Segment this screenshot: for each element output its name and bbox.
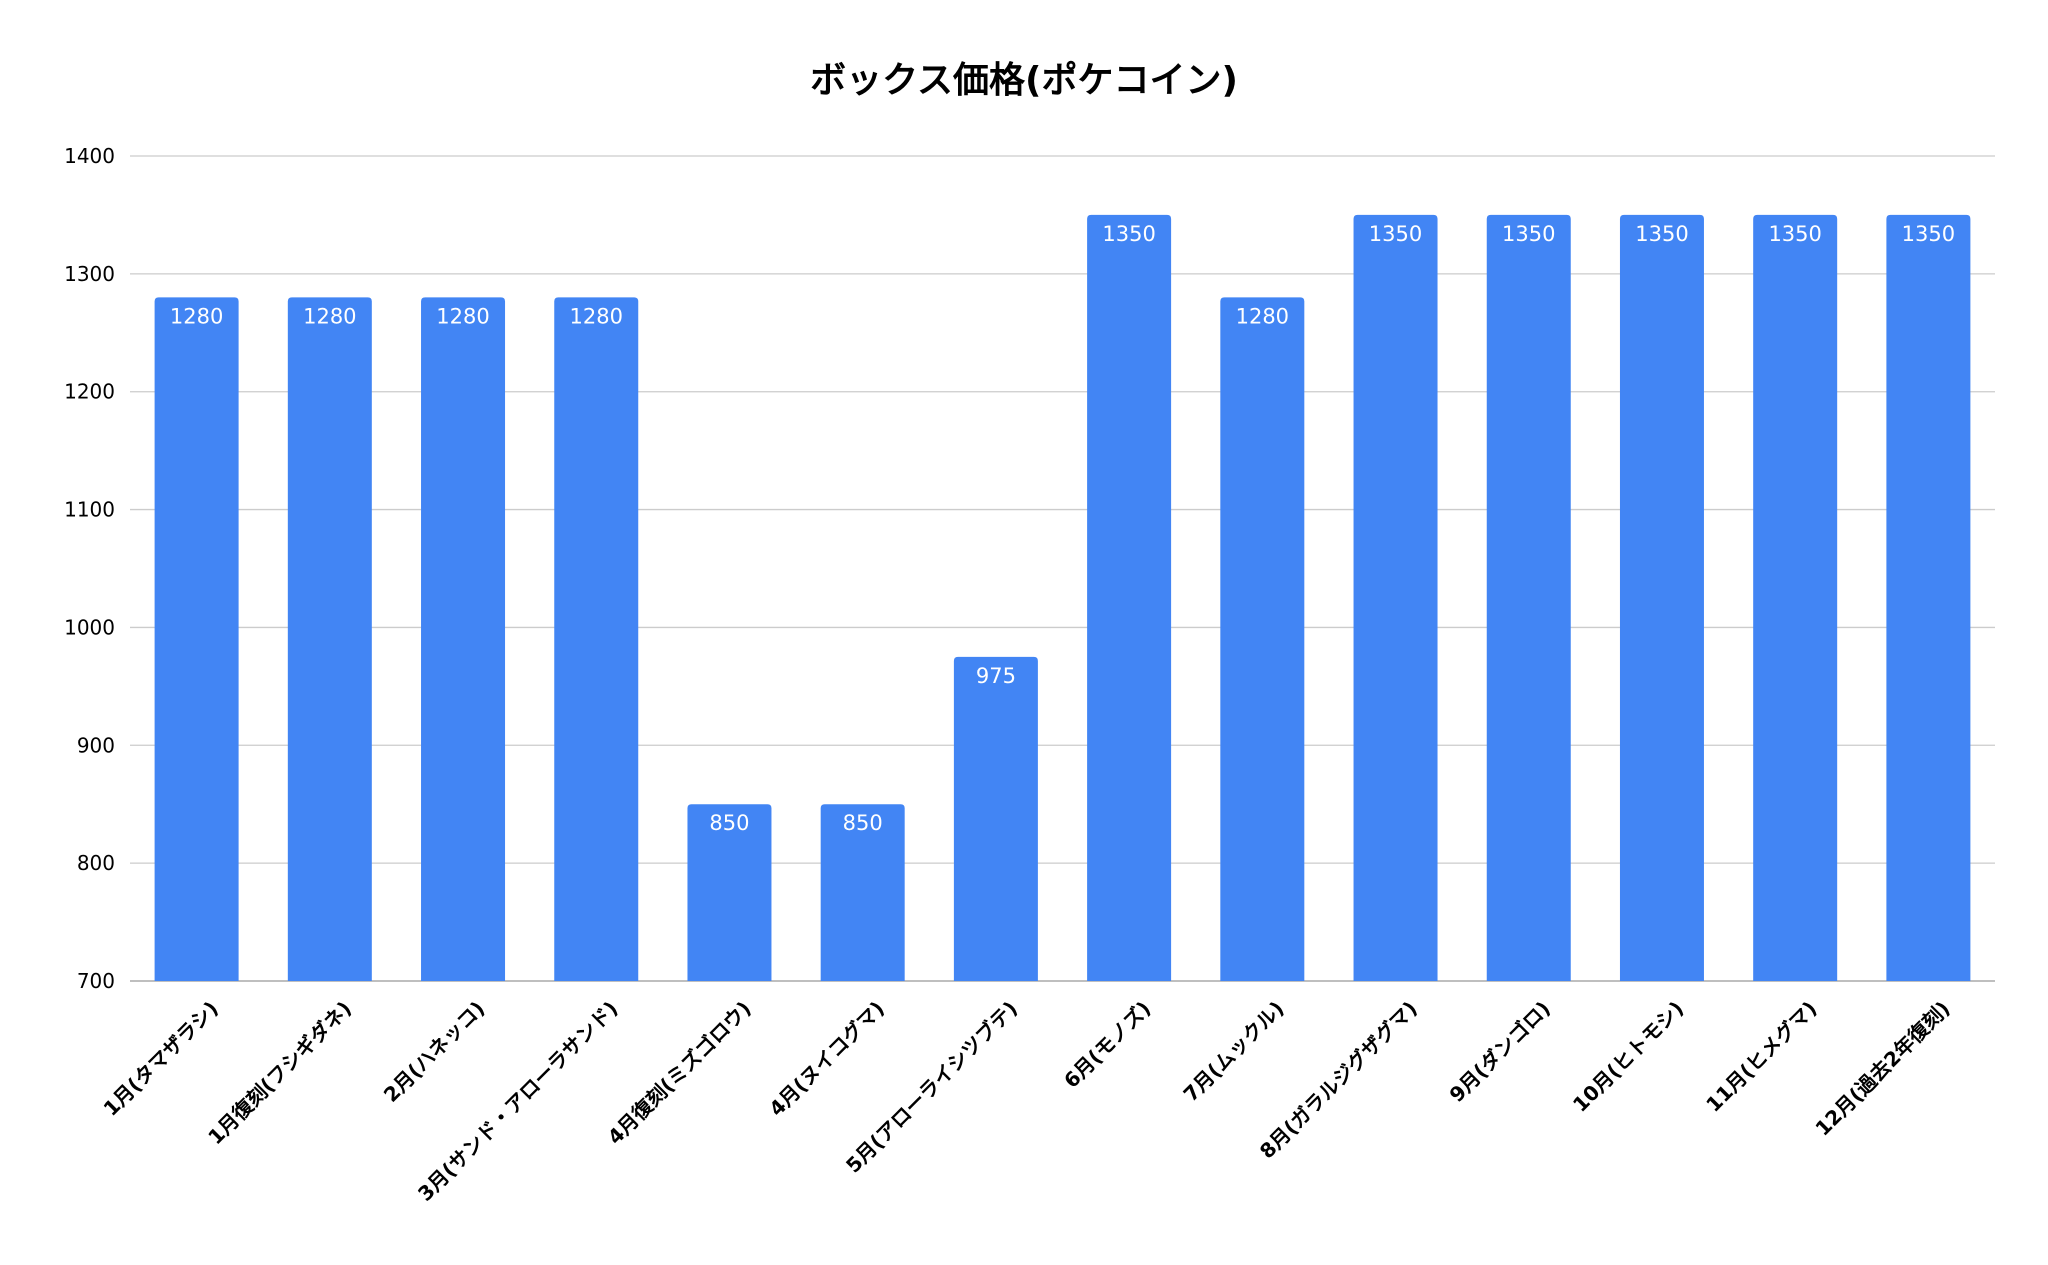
bar xyxy=(953,656,1038,981)
data-label: 1350 xyxy=(1369,222,1422,246)
bar xyxy=(554,297,639,981)
data-label: 1350 xyxy=(1502,222,1555,246)
y-tick-label: 1000 xyxy=(64,615,115,639)
bar xyxy=(1486,214,1571,981)
bar xyxy=(1220,297,1305,981)
y-tick-label: 700 xyxy=(77,969,115,993)
bar xyxy=(1087,214,1172,981)
data-labels: 1280 1280 1280 1280 850 850 975 1350 1280 1350 135… xyxy=(170,222,1955,835)
bar xyxy=(687,804,772,981)
x-tick-label: 10月(ヒトモシ) xyxy=(1568,996,1688,1116)
x-tick-label: 4月(ヌイコグマ) xyxy=(764,996,889,1121)
data-label: 1280 xyxy=(170,304,223,328)
chart-title: ボックス価格(ポケコイン) xyxy=(810,59,1238,101)
x-tick-label: 7月(ムックル) xyxy=(1179,996,1289,1106)
x-axis-ticks: 1月(タマザラシ)1月復刻(フシギダネ) 2月(ハネッコ)3月(サンド・アローラサ… xyxy=(99,996,1955,1205)
gridlines xyxy=(130,155,1995,982)
x-tick-label: 1月復刻(フシギダネ) xyxy=(203,996,356,1149)
bar xyxy=(1353,214,1438,981)
data-label: 1350 xyxy=(1902,222,1955,246)
data-label: 1280 xyxy=(1236,304,1289,328)
x-tick-label: 1月(タマザラシ) xyxy=(99,996,223,1120)
x-tick-label: 9月(ダンゴロ) xyxy=(1445,996,1555,1106)
x-tick-label: 2月(ハネッコ) xyxy=(379,996,489,1106)
x-tick-label: 4月復刻(ミズゴロウ) xyxy=(603,996,756,1149)
y-tick-label: 1100 xyxy=(64,498,115,522)
bar xyxy=(287,297,372,981)
data-label: 1280 xyxy=(570,304,623,328)
data-label: 850 xyxy=(843,811,883,835)
bar xyxy=(820,804,905,981)
bar xyxy=(421,297,506,981)
data-label: 1350 xyxy=(1102,222,1155,246)
y-tick-label: 900 xyxy=(77,733,115,757)
data-label: 1280 xyxy=(436,304,489,328)
data-label: 975 xyxy=(976,664,1016,688)
y-axis-ticks: 700 800 900 1000 1100 1200 1300 1400 xyxy=(64,144,115,993)
data-label: 850 xyxy=(709,811,749,835)
x-tick-label: 11月(ヒメグマ) xyxy=(1701,996,1821,1116)
bar xyxy=(1886,214,1971,981)
bar xyxy=(1753,214,1838,981)
data-label: 1350 xyxy=(1768,222,1821,246)
y-tick-label: 800 xyxy=(77,851,115,875)
bar xyxy=(1619,214,1704,981)
data-label: 1350 xyxy=(1635,222,1688,246)
y-tick-label: 1200 xyxy=(64,380,115,404)
x-tick-label: 12月(過去2年復刻) xyxy=(1810,996,1954,1140)
data-label: 1280 xyxy=(303,304,356,328)
y-tick-label: 1400 xyxy=(64,144,115,168)
bar xyxy=(154,297,239,981)
y-tick-label: 1300 xyxy=(64,262,115,286)
x-tick-label: 6月(モノズ) xyxy=(1059,996,1155,1092)
bars xyxy=(154,214,1971,981)
